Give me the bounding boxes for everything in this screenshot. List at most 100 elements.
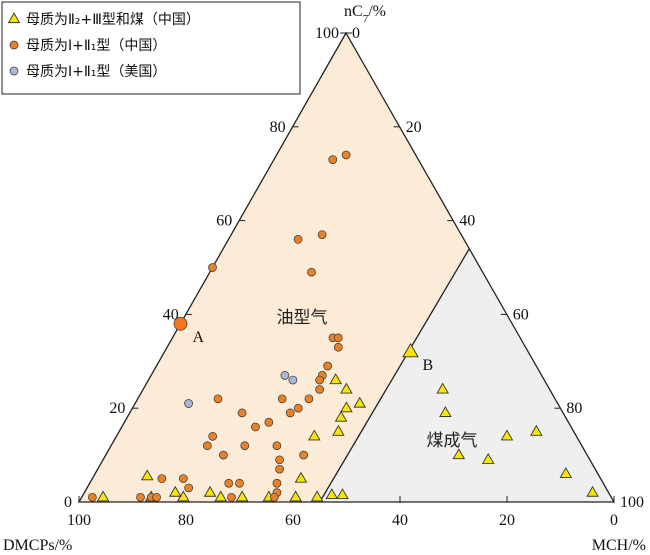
data-point bbox=[178, 474, 188, 483]
data-point bbox=[184, 483, 194, 493]
data-point bbox=[203, 485, 217, 497]
data-point bbox=[559, 467, 573, 478]
data-point bbox=[333, 342, 343, 352]
left-tick-label: 100 bbox=[315, 25, 339, 42]
data-point bbox=[214, 490, 228, 502]
data-point bbox=[500, 429, 514, 441]
left-tick-label: 60 bbox=[216, 213, 232, 230]
data-point bbox=[272, 441, 282, 451]
data-point bbox=[240, 441, 250, 451]
data-point bbox=[208, 263, 217, 272]
data-point bbox=[237, 408, 247, 418]
legend-entry-label: 母质为Ⅰ+Ⅱ₁型（美国） bbox=[26, 64, 166, 80]
data-point bbox=[310, 490, 324, 502]
data-point bbox=[323, 361, 332, 371]
legend-marker bbox=[7, 12, 21, 24]
right-tick-label: 40 bbox=[459, 213, 475, 230]
top-axis-label: nC7/% bbox=[344, 3, 386, 25]
legend-entry-label: 母质为Ⅱ₂+Ⅲ型和煤（中国） bbox=[26, 12, 200, 28]
data-point bbox=[341, 150, 351, 160]
data-point bbox=[325, 488, 339, 500]
data-point bbox=[88, 492, 97, 502]
right-tick-label: 20 bbox=[406, 119, 422, 136]
data-point bbox=[264, 417, 274, 427]
oil-gas-region bbox=[79, 33, 470, 502]
data-point bbox=[328, 155, 338, 164]
bottom-tick-label: 80 bbox=[178, 512, 194, 529]
legend-marker bbox=[9, 40, 19, 50]
bottom-tick-label: 60 bbox=[285, 512, 301, 529]
data-point bbox=[208, 431, 218, 441]
data-point bbox=[152, 492, 161, 502]
data-point bbox=[304, 394, 314, 404]
data-point bbox=[213, 394, 223, 404]
data-point bbox=[329, 373, 342, 385]
data-point bbox=[333, 333, 343, 343]
data-point bbox=[219, 450, 228, 460]
chart-regions bbox=[79, 33, 614, 502]
right-tick-label: 100 bbox=[620, 494, 644, 511]
left-tick-label: 20 bbox=[109, 400, 125, 417]
left-tick-label: 40 bbox=[163, 306, 179, 323]
data-point bbox=[140, 469, 154, 481]
left-axis-label: DMCPs/% bbox=[3, 537, 72, 554]
data-point bbox=[340, 401, 353, 413]
legend-box bbox=[1, 1, 301, 95]
data-point bbox=[251, 422, 260, 432]
data-point bbox=[315, 375, 324, 385]
data-point bbox=[436, 382, 449, 394]
bottom-tick-label: 0 bbox=[610, 512, 618, 529]
data-point bbox=[293, 235, 303, 244]
coal-gas-region bbox=[319, 248, 614, 502]
data-point bbox=[285, 408, 295, 418]
data-point bbox=[308, 429, 321, 441]
right-tick-label: 80 bbox=[566, 400, 582, 417]
special-point-b bbox=[402, 342, 419, 358]
data-point bbox=[452, 448, 466, 460]
legend-marker bbox=[9, 66, 19, 76]
region-boundary-line bbox=[319, 248, 470, 503]
data-point bbox=[530, 424, 543, 436]
data-point bbox=[586, 485, 599, 497]
data-point bbox=[269, 492, 279, 502]
bottom-tick-label: 20 bbox=[499, 512, 515, 529]
data-point bbox=[336, 488, 349, 500]
data-point bbox=[288, 375, 298, 385]
data-point bbox=[289, 490, 302, 502]
special-point-label-b: B bbox=[423, 357, 434, 374]
data-point bbox=[277, 394, 287, 404]
data-point bbox=[275, 464, 284, 474]
legend-entry-label: 母质为Ⅰ+Ⅱ₁型（中国） bbox=[26, 38, 166, 54]
data-point bbox=[307, 267, 316, 277]
data-point bbox=[169, 485, 182, 497]
region-label-oil-gas: 油型气 bbox=[277, 308, 328, 328]
data-point bbox=[280, 371, 290, 380]
data-point bbox=[96, 490, 110, 502]
bottom-tick-label: 40 bbox=[392, 512, 408, 529]
data-points: AB bbox=[88, 150, 599, 502]
data-point bbox=[317, 230, 327, 240]
data-point bbox=[353, 396, 367, 408]
data-point bbox=[294, 471, 308, 483]
data-point bbox=[275, 455, 284, 465]
data-point bbox=[235, 478, 244, 488]
data-point bbox=[157, 474, 167, 483]
special-point-label-a: A bbox=[192, 329, 204, 346]
data-point bbox=[202, 441, 212, 451]
special-point-a bbox=[173, 316, 188, 331]
data-point bbox=[299, 450, 308, 460]
data-point bbox=[481, 452, 495, 464]
left-tick-label: 80 bbox=[270, 119, 286, 136]
data-point bbox=[334, 410, 348, 422]
bottom-tick-label: 100 bbox=[67, 512, 91, 529]
data-point bbox=[224, 478, 234, 488]
right-tick-label: 60 bbox=[513, 306, 529, 323]
data-point bbox=[235, 490, 249, 502]
data-point bbox=[227, 492, 236, 502]
data-point bbox=[332, 424, 345, 436]
data-point bbox=[340, 382, 353, 394]
left-tick-label: 0 bbox=[64, 494, 72, 511]
region-label-coal-gas: 煤成气 bbox=[427, 431, 478, 451]
